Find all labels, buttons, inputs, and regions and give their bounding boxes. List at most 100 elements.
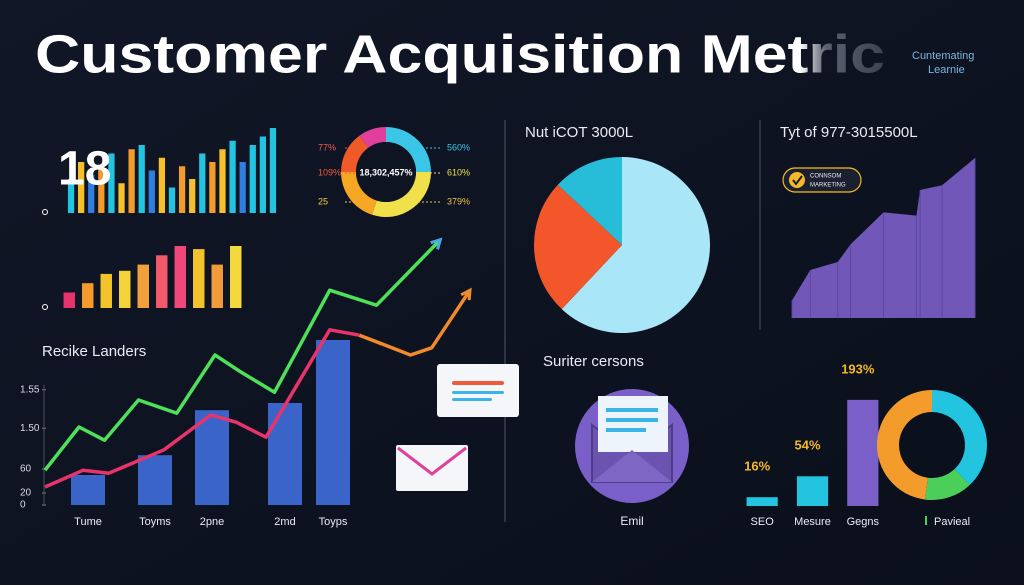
bar [229, 140, 236, 213]
message-card [437, 364, 519, 417]
bar [148, 170, 155, 213]
badge [782, 167, 862, 193]
donut-segment [386, 127, 431, 172]
mail-icon [396, 445, 468, 491]
bar [249, 145, 256, 213]
donut-segment [925, 469, 970, 500]
bar [82, 283, 94, 308]
bar [137, 264, 149, 308]
line [358, 289, 472, 357]
x-tick-label: SEO [751, 516, 775, 528]
dot [42, 209, 48, 215]
annotation: 77% [318, 142, 336, 152]
donut-segment [876, 390, 932, 500]
annotation: 560% [447, 142, 470, 152]
bar [156, 255, 168, 308]
legend-label: Pavieal [934, 516, 970, 528]
bar [268, 403, 302, 505]
bar [193, 249, 205, 308]
donut-segment [372, 172, 431, 217]
bar [230, 246, 242, 308]
panel-title: Nut iCOT 3000L [525, 124, 633, 141]
bar [178, 166, 186, 213]
bar [316, 340, 350, 505]
arrowhead [430, 237, 443, 250]
badge-check [792, 175, 803, 186]
line [43, 238, 442, 472]
bar [100, 273, 112, 308]
x-tick-label: Gegns [847, 516, 880, 528]
bar [78, 162, 85, 213]
legend-marker [925, 516, 927, 525]
bar [118, 183, 125, 213]
bar [195, 410, 229, 505]
panel-title: Recike Landers [42, 343, 146, 360]
bar [259, 136, 266, 213]
side-note: Learnie [928, 64, 965, 76]
panel-label: Emil [620, 514, 643, 528]
pie-slice [557, 157, 622, 245]
x-tick-label: Toyms [139, 516, 171, 528]
value-label: 16% [744, 459, 770, 474]
y-tick-label: 60 [20, 464, 32, 475]
bar [88, 174, 95, 213]
donut-segment [341, 135, 369, 172]
bar [158, 157, 166, 213]
value-label: 193% [841, 361, 875, 376]
x-tick-label: 2md [274, 516, 295, 528]
donut-segment [932, 390, 987, 486]
bar [209, 162, 216, 213]
x-tick-label: Tume [74, 516, 102, 528]
bar [138, 145, 145, 213]
bar [199, 153, 206, 213]
annotation: 379% [447, 196, 470, 206]
bar [63, 292, 75, 308]
dot [42, 304, 48, 310]
pie-slice [561, 157, 710, 333]
arrowhead [460, 287, 472, 301]
bar [98, 166, 105, 213]
bar [108, 153, 115, 213]
side-note: Cuntemating [912, 50, 974, 62]
donut-center-label: 18,302,457% [359, 167, 412, 177]
badge-icon [789, 172, 805, 188]
donut-segment [359, 127, 386, 148]
badge-text: CONNSOM [810, 174, 841, 180]
bar [138, 455, 172, 505]
donut-hole [356, 142, 416, 202]
big-number: 18 [58, 143, 111, 196]
bar [128, 149, 135, 213]
annotation: 610% [447, 167, 470, 177]
panel-title: Tyt of 977-3015500L [780, 124, 918, 141]
pie-slice [534, 184, 622, 310]
y-tick-label: 20 [20, 488, 32, 499]
bar [746, 497, 778, 506]
bar [119, 270, 131, 308]
y-tick-label: 1.55 [20, 384, 40, 395]
bar [189, 179, 196, 213]
bar [211, 264, 223, 308]
bar [219, 149, 226, 213]
x-tick-label: 2pne [200, 516, 224, 528]
bar [67, 179, 75, 213]
y-tick-label: 1.50 [20, 423, 40, 434]
bar [174, 246, 186, 308]
bar [168, 187, 176, 213]
bar [269, 128, 277, 213]
email-icon [575, 389, 689, 503]
line [44, 328, 360, 489]
bar [847, 399, 879, 506]
panel-title: Suriter cersons [543, 353, 644, 370]
title: Customer Acquisition Metric [35, 24, 885, 84]
x-tick-label: Toyps [319, 516, 348, 528]
bar [239, 162, 246, 213]
annotation: 109% [318, 167, 341, 177]
donut-segment [341, 172, 377, 215]
value-label: 54% [794, 438, 820, 453]
bar [71, 475, 105, 505]
badge-text: MARKETING [810, 183, 846, 189]
x-tick-label: Mesure [794, 516, 831, 528]
annotation: 25 [318, 196, 328, 206]
y-tick-label: 0 [20, 500, 26, 511]
